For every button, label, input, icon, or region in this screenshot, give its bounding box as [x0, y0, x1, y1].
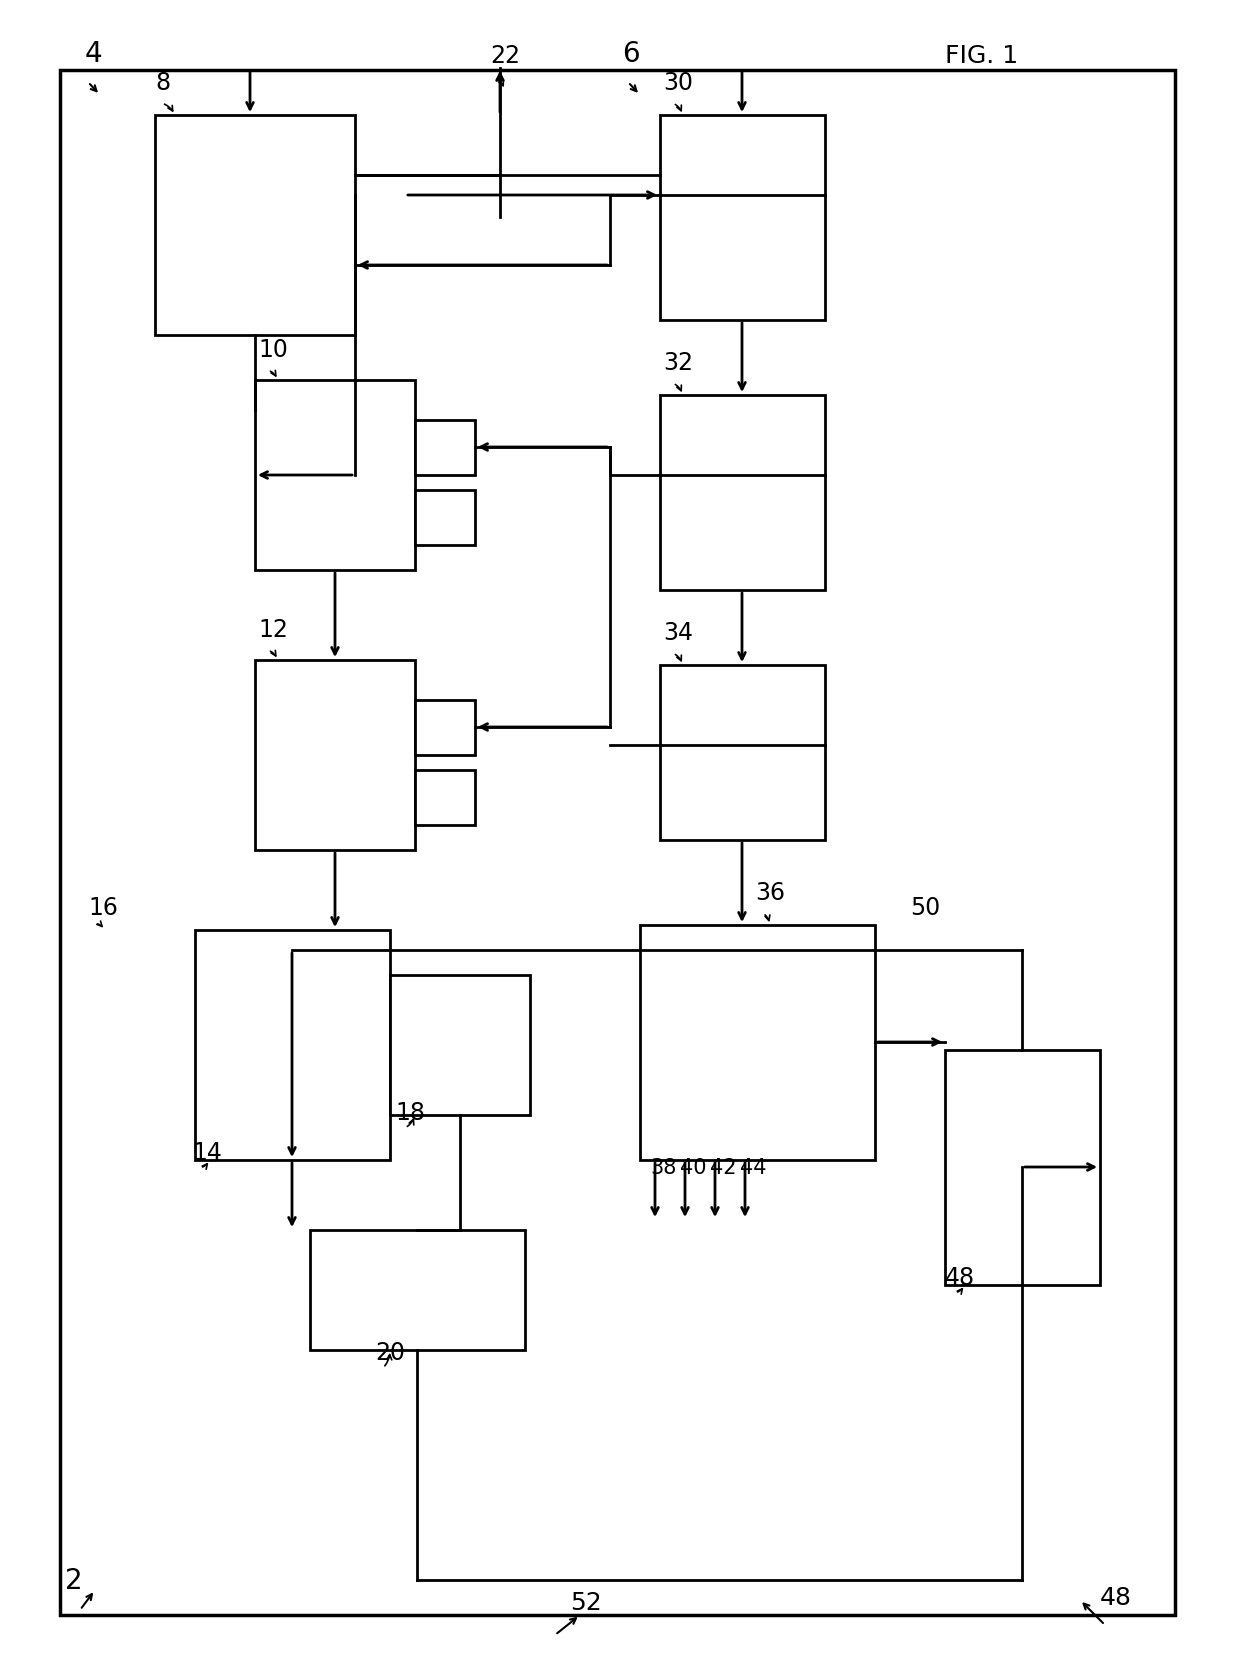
Text: 10: 10: [258, 338, 288, 361]
Bar: [310, 1230, 525, 1351]
Text: 40: 40: [680, 1158, 707, 1178]
Text: 44: 44: [740, 1158, 766, 1178]
Bar: [415, 491, 475, 544]
Text: 2: 2: [64, 1567, 83, 1594]
Text: 6: 6: [622, 40, 640, 67]
Text: 52: 52: [570, 1591, 601, 1614]
Bar: [640, 926, 875, 1159]
Bar: [660, 114, 825, 319]
Bar: [255, 380, 415, 570]
Text: 50: 50: [910, 895, 940, 921]
Text: 22: 22: [490, 44, 520, 67]
Bar: [391, 974, 529, 1116]
Text: 8: 8: [155, 71, 170, 96]
Bar: [660, 395, 825, 590]
Text: 12: 12: [258, 618, 288, 642]
Bar: [945, 1050, 1100, 1285]
Text: 36: 36: [755, 880, 785, 906]
Bar: [255, 660, 415, 850]
Bar: [86, 96, 575, 1584]
Bar: [415, 701, 475, 754]
Text: 34: 34: [663, 622, 693, 645]
Text: 18: 18: [396, 1100, 425, 1126]
Bar: [415, 420, 475, 475]
Bar: [620, 96, 1130, 1584]
Text: 32: 32: [663, 351, 693, 375]
Text: 38: 38: [650, 1158, 676, 1178]
Text: 16: 16: [88, 895, 118, 921]
Bar: [60, 71, 1176, 1614]
Bar: [155, 114, 355, 334]
Text: 30: 30: [663, 71, 693, 96]
Text: 48: 48: [1100, 1586, 1132, 1609]
Bar: [195, 931, 391, 1159]
Text: 48: 48: [945, 1267, 975, 1290]
Text: 14: 14: [192, 1141, 222, 1164]
Bar: [415, 769, 475, 825]
Text: 4: 4: [86, 40, 103, 67]
Bar: [660, 665, 825, 840]
Text: 20: 20: [374, 1341, 405, 1366]
Text: 42: 42: [711, 1158, 737, 1178]
Text: FIG. 1: FIG. 1: [945, 44, 1018, 67]
